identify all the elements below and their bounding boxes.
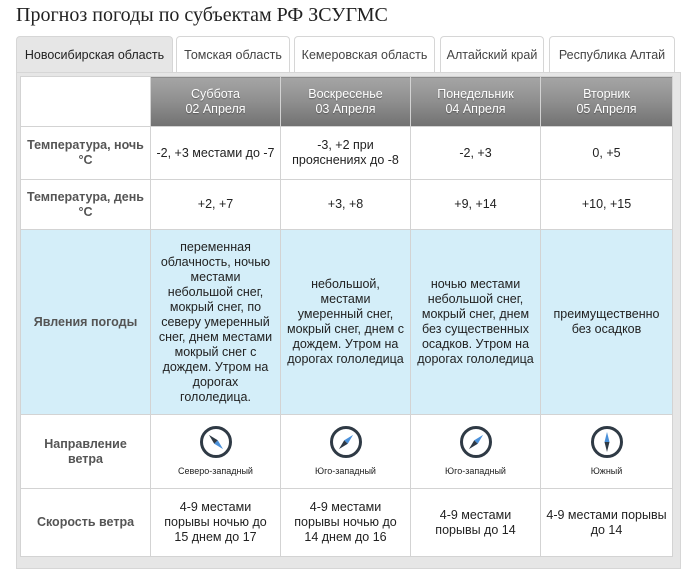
compass-icon <box>459 426 492 458</box>
wind-cell: Юго-западный <box>280 414 411 489</box>
table-cell: -2, +3 <box>410 126 541 180</box>
table-cell: преимущественно без осадков <box>540 229 673 415</box>
header-row: Суббота 02 Апреля Воскресенье 03 Апреля По… <box>20 76 673 127</box>
day-date: 05 Апреля <box>576 101 637 116</box>
tab-altai-republic[interactable]: Республика Алтай <box>549 36 675 73</box>
wind-cell: Северо-западный <box>150 414 281 489</box>
table-cell: переменная облачность, ночью местами неб… <box>150 229 281 415</box>
tab-panel: Суббота 02 Апреля Воскресенье 03 Апреля По… <box>16 72 681 569</box>
table-cell: +3, +8 <box>280 179 411 230</box>
wind-direction-label: Южный <box>590 466 623 476</box>
temp-day-row: Температура, день °C +2, +7 +3, +8 +9, +… <box>20 179 673 230</box>
compass-icon <box>329 426 362 458</box>
table-cell: 4-9 местами порывы до 14 <box>540 488 673 557</box>
wind-cell: Южный <box>540 414 673 489</box>
day-weekday: Вторник <box>583 86 630 101</box>
day-weekday: Суббота <box>191 86 240 101</box>
row-label: Явления погоды <box>20 229 151 415</box>
row-label: Температура, день °C <box>20 179 151 230</box>
day-header: Понедельник 04 Апреля <box>410 76 541 127</box>
compass-icon <box>199 426 232 458</box>
wind-direction-row: Направление ветра Северо-западный <box>20 414 673 489</box>
table-cell: +2, +7 <box>150 179 281 230</box>
row-label: Температура, ночь °C <box>20 126 151 180</box>
region-tabs: Новосибирская область Томская область Ке… <box>16 36 681 73</box>
page-title: Прогноз погоды по субъектам РФ ЗСУГМС <box>16 4 388 26</box>
temp-night-row: Температура, ночь °C -2, +3 местами до -… <box>20 126 673 180</box>
wind-direction-label: Северо-западный <box>178 466 253 476</box>
row-label: Скорость ветра <box>20 488 151 557</box>
wind-cell: Юго-западный <box>410 414 541 489</box>
day-header: Вторник 05 Апреля <box>540 76 673 127</box>
table-cell: 4-9 местами порывы ночью до 15 днем до 1… <box>150 488 281 557</box>
forecast-table: Суббота 02 Апреля Воскресенье 03 Апреля По… <box>20 76 673 557</box>
tab-altai-krai[interactable]: Алтайский край <box>440 36 544 73</box>
day-header: Суббота 02 Апреля <box>150 76 281 127</box>
table-cell: ночью местами небольшой снег, мокрый сне… <box>410 229 541 415</box>
header-corner <box>20 76 151 127</box>
wind-speed-row: Скорость ветра 4-9 местами порывы ночью … <box>20 488 673 557</box>
table-cell: -3, +2 при прояснениях до -8 <box>280 126 411 180</box>
table-cell: 4-9 местами порывы до 14 <box>410 488 541 557</box>
table-cell: +10, +15 <box>540 179 673 230</box>
wind-direction-label: Юго-западный <box>445 466 506 476</box>
tab-kemerovo[interactable]: Кемеровская область <box>294 36 435 73</box>
table-cell: 0, +5 <box>540 126 673 180</box>
table-cell: 4-9 местами порывы ночью до 14 днем до 1… <box>280 488 411 557</box>
phenomena-row: Явления погоды переменная облачность, но… <box>20 229 673 415</box>
wind-direction-label: Юго-западный <box>315 466 376 476</box>
day-date: 02 Апреля <box>185 101 246 116</box>
table-cell: -2, +3 местами до -7 <box>150 126 281 180</box>
table-cell: небольшой, местами умеренный снег, мокры… <box>280 229 411 415</box>
tab-novosibirsk[interactable]: Новосибирская область <box>16 36 173 73</box>
table-cell: +9, +14 <box>410 179 541 230</box>
day-weekday: Понедельник <box>437 86 514 101</box>
day-date: 03 Апреля <box>315 101 376 116</box>
day-date: 04 Апреля <box>445 101 506 116</box>
compass-icon <box>590 426 623 458</box>
row-label: Направление ветра <box>20 414 151 489</box>
day-weekday: Воскресенье <box>308 86 383 101</box>
day-header: Воскресенье 03 Апреля <box>280 76 411 127</box>
tab-tomsk[interactable]: Томская область <box>176 36 290 73</box>
